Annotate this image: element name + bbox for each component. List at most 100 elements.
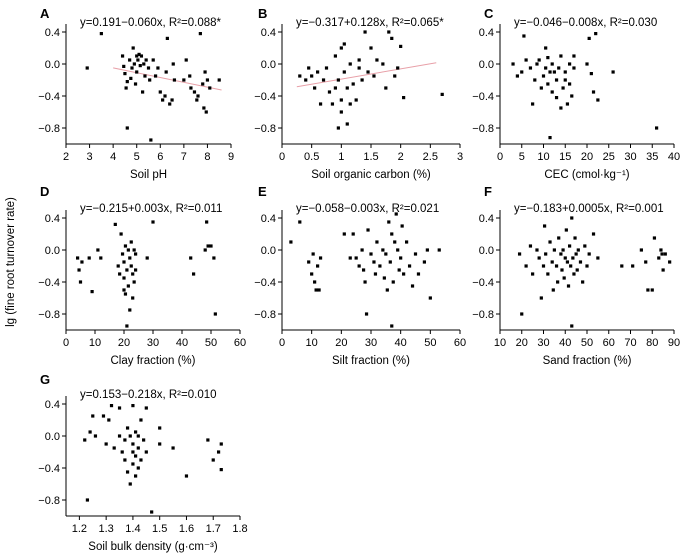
- y-tick-label: 0.4: [479, 27, 494, 39]
- data-point: [93, 434, 98, 438]
- data-point: [336, 126, 340, 130]
- data-point: [333, 54, 337, 58]
- panel-g: G −0.8 −0.4 0.0 0.4 1.2 1.3 1.4 1.5 1.6 1.7 1.8 Soil…: [38, 372, 247, 553]
- data-point: [83, 438, 87, 442]
- x-tick-label: 20: [118, 337, 130, 349]
- data-point: [128, 482, 132, 486]
- data-point: [124, 86, 128, 90]
- data-point: [171, 446, 175, 450]
- data-point: [568, 82, 572, 86]
- data-point: [561, 86, 565, 90]
- panel-letter: E: [258, 184, 267, 199]
- data-point: [596, 256, 600, 260]
- x-tick-label: 25: [603, 151, 615, 163]
- data-point: [399, 256, 403, 260]
- data-point: [560, 268, 564, 272]
- data-point: [136, 466, 140, 470]
- data-point: [428, 296, 432, 300]
- x-tick-label: 8: [204, 151, 210, 163]
- y-tick-label: −0.8: [38, 123, 60, 135]
- data-point: [384, 252, 388, 256]
- data-point: [363, 280, 367, 284]
- x-tick-label: 3: [87, 151, 93, 163]
- data-point: [314, 288, 318, 292]
- data-point: [122, 64, 126, 68]
- data-point: [321, 78, 326, 82]
- data-point: [310, 74, 314, 78]
- data-point: [137, 52, 141, 56]
- data-point: [158, 426, 162, 430]
- data-point: [113, 222, 117, 226]
- data-point: [324, 66, 329, 70]
- data-point: [563, 70, 567, 74]
- data-point: [139, 458, 143, 462]
- data-point: [134, 430, 138, 434]
- data-point: [535, 62, 539, 66]
- y-tick-label: −0.4: [472, 91, 494, 103]
- data-point: [366, 228, 370, 232]
- x-tick-label: 30: [624, 151, 636, 163]
- x-tick-label: 1.3: [99, 523, 114, 535]
- x-tick-label: 10: [537, 151, 549, 163]
- data-point: [206, 244, 210, 248]
- x-axis-label: CEC (cmol·kg⁻¹): [544, 169, 629, 181]
- data-point: [570, 94, 574, 98]
- data-point: [135, 54, 139, 58]
- data-point: [123, 458, 127, 462]
- data-point: [313, 280, 317, 284]
- data-point: [129, 264, 133, 268]
- data-point: [533, 78, 537, 82]
- data-point: [170, 98, 174, 102]
- y-tick-label: −0.4: [38, 277, 60, 289]
- data-point: [217, 78, 221, 82]
- data-point: [515, 74, 519, 78]
- x-tick-label: 50: [205, 337, 217, 349]
- data-point: [396, 248, 400, 252]
- data-point: [142, 62, 146, 66]
- x-tick-label: 20: [516, 337, 528, 349]
- data-point: [138, 64, 142, 68]
- data-point: [318, 256, 323, 260]
- data-point: [657, 256, 661, 260]
- data-point: [150, 510, 154, 514]
- data-point: [122, 288, 126, 292]
- data-point: [363, 30, 367, 34]
- data-point: [189, 86, 193, 90]
- data-point: [172, 78, 177, 82]
- data-point: [397, 268, 401, 272]
- regression-equation: y=−0.183+0.0005x, R²=0.001: [514, 203, 664, 215]
- data-point: [554, 78, 559, 82]
- data-point: [594, 32, 598, 36]
- data-point: [161, 98, 165, 102]
- data-point: [123, 292, 128, 296]
- data-point: [375, 58, 379, 62]
- data-point: [557, 66, 561, 70]
- y-tick-label: −0.8: [472, 309, 494, 321]
- data-point: [372, 260, 376, 264]
- data-point: [537, 58, 541, 62]
- data-point: [125, 268, 129, 272]
- data-point: [520, 312, 524, 316]
- data-point: [128, 434, 132, 438]
- data-point: [539, 296, 543, 300]
- data-point: [141, 90, 145, 94]
- data-point: [189, 256, 193, 260]
- data-point: [198, 32, 202, 36]
- data-point: [390, 36, 394, 40]
- data-point: [330, 102, 335, 106]
- x-tick-label: 80: [646, 337, 658, 349]
- data-point: [192, 272, 196, 276]
- data-point: [213, 312, 217, 316]
- data-point: [559, 106, 563, 110]
- data-point: [345, 86, 349, 90]
- data-point: [375, 240, 379, 244]
- data-point: [422, 260, 426, 264]
- data-point: [548, 240, 552, 244]
- data-point: [364, 312, 369, 316]
- data-point: [393, 74, 397, 78]
- data-point: [139, 54, 144, 58]
- x-tick-label: 30: [537, 337, 549, 349]
- panel-letter: F: [484, 184, 492, 199]
- x-axis-label: Silt fraction (%): [332, 355, 410, 367]
- data-point: [317, 288, 321, 292]
